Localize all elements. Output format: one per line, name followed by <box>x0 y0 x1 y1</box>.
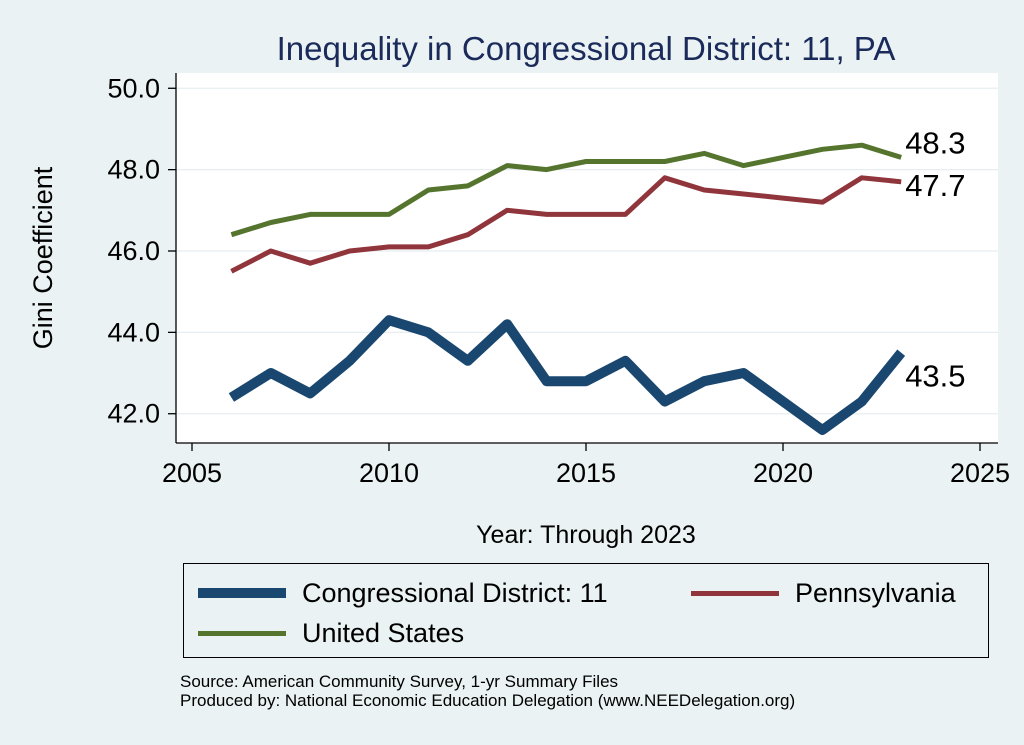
y-tick-label: 46.0 <box>107 236 160 266</box>
series-line-district <box>228 315 906 435</box>
x-ticks: 2005 2010 2015 2020 2025 <box>162 443 1010 488</box>
legend-label-united-states: United States <box>302 617 465 648</box>
y-tick-label: 44.0 <box>107 317 160 347</box>
end-label-pennsylvania: 47.7 <box>905 168 965 203</box>
source-note: Source: American Community Survey, 1-yr … <box>180 672 619 691</box>
end-label-united-states: 48.3 <box>905 125 965 160</box>
series-line-pennsylvania <box>230 175 902 274</box>
y-tick-label: 48.0 <box>107 155 160 185</box>
legend-item-united-states: United States <box>198 616 464 650</box>
x-axis-label: Year: Through 2023 <box>476 521 696 549</box>
legend-item-pennsylvania: Pennsylvania <box>691 576 956 610</box>
x-tick-label: 2015 <box>556 458 616 488</box>
y-tick-label: 50.0 <box>107 73 160 103</box>
legend-item-district: Congressional District: 11 <box>198 576 608 610</box>
x-tick-label: 2010 <box>359 458 419 488</box>
legend-swatch-united-states <box>198 630 286 636</box>
series-lines <box>228 142 906 435</box>
end-label-district: 43.5 <box>905 359 965 394</box>
legend-swatch-pennsylvania <box>691 590 779 596</box>
produced-by-note: Produced by: National Economic Education… <box>180 691 796 710</box>
end-labels: 48.3 47.7 43.5 <box>905 125 965 393</box>
x-tick-label: 2025 <box>950 458 1010 488</box>
y-tick-label: 42.0 <box>107 399 160 429</box>
y-axis-label: Gini Coefficient <box>28 166 58 349</box>
series-line-united-states <box>230 142 902 238</box>
grid-lines <box>177 87 998 415</box>
legend-swatch-district <box>198 588 286 598</box>
x-tick-label: 2005 <box>162 458 222 488</box>
legend-label-pennsylvania: Pennsylvania <box>795 577 956 608</box>
footer: Source: American Community Survey, 1-yr … <box>180 672 795 710</box>
chart-title: Inequality in Congressional District: 11… <box>277 30 896 67</box>
x-tick-label: 2020 <box>753 458 813 488</box>
legend-label-district: Congressional District: 11 <box>302 577 608 608</box>
legend: Congressional District: 11 Pennsylvania … <box>183 563 989 658</box>
y-ticks: 42.0 44.0 46.0 48.0 50.0 <box>107 73 176 429</box>
